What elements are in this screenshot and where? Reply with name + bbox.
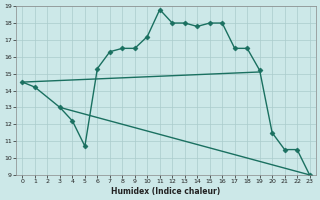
X-axis label: Humidex (Indice chaleur): Humidex (Indice chaleur) [111,187,221,196]
